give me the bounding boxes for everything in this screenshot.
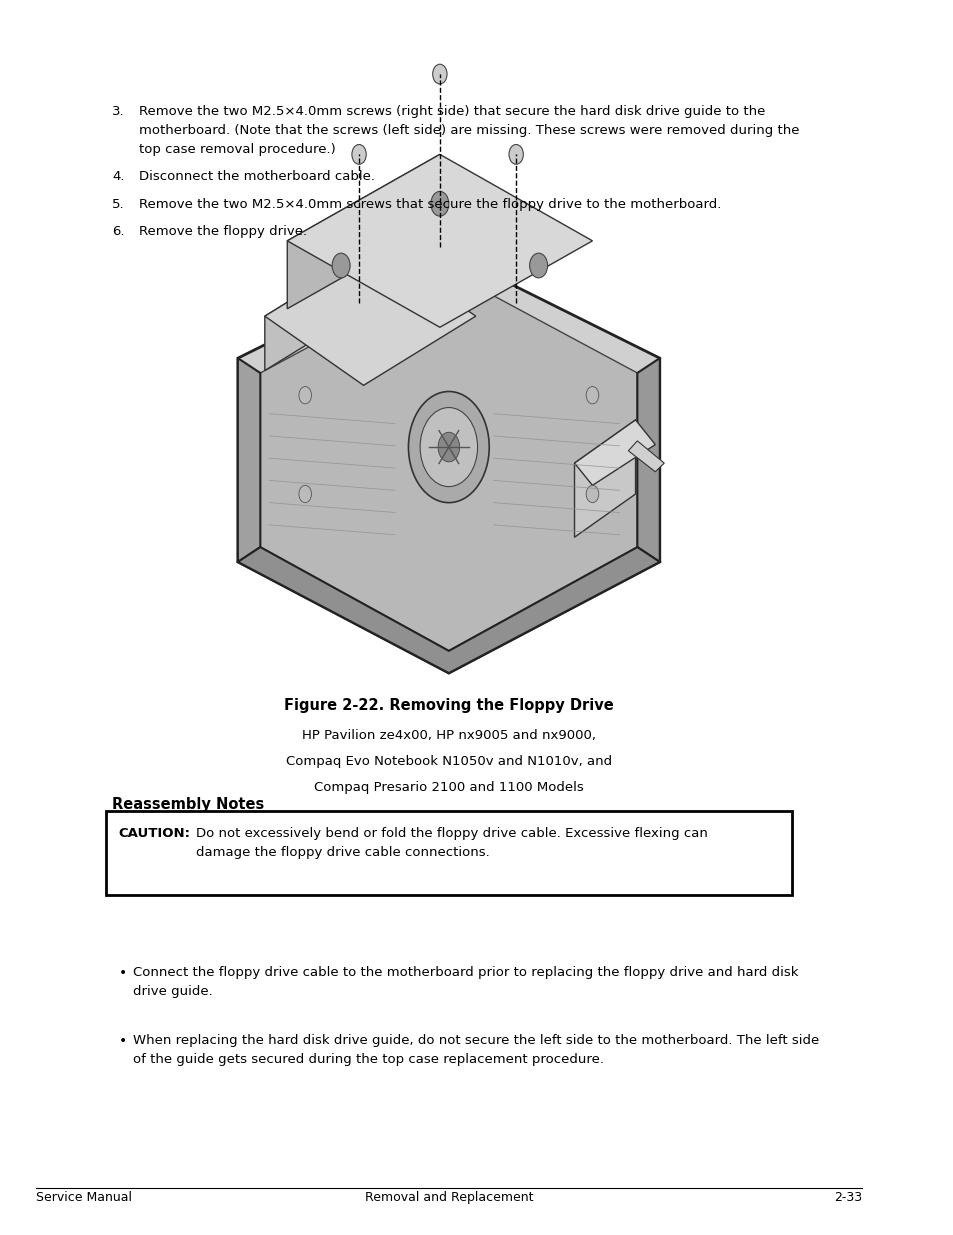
Circle shape [332, 253, 350, 278]
FancyBboxPatch shape [106, 811, 791, 895]
Polygon shape [237, 253, 659, 673]
Text: 4.: 4. [112, 170, 125, 184]
Circle shape [585, 485, 598, 503]
Polygon shape [260, 272, 637, 651]
Text: HP Pavilion ze4x00, HP nx9005 and nx9000,: HP Pavilion ze4x00, HP nx9005 and nx9000… [301, 729, 596, 742]
Text: 5.: 5. [112, 198, 125, 211]
Polygon shape [265, 247, 376, 370]
Text: When replacing the hard disk drive guide, do not secure the left side to the mot: When replacing the hard disk drive guide… [132, 1034, 819, 1066]
Text: Remove the floppy drive.: Remove the floppy drive. [139, 225, 307, 238]
Text: Remove the two M2.5×4.0mm screws (right side) that secure the hard disk drive gu: Remove the two M2.5×4.0mm screws (right … [139, 105, 799, 156]
Polygon shape [574, 420, 655, 485]
Text: CAUTION:: CAUTION: [118, 827, 191, 841]
Text: Connect the floppy drive cable to the motherboard prior to replacing the floppy : Connect the floppy drive cable to the mo… [132, 966, 798, 998]
Polygon shape [237, 358, 260, 562]
Circle shape [352, 144, 366, 164]
Text: Reassembly Notes: Reassembly Notes [112, 797, 264, 811]
Text: Do not excessively bend or fold the floppy drive cable. Excessive flexing can
da: Do not excessively bend or fold the flop… [195, 827, 707, 860]
Circle shape [529, 253, 547, 278]
Circle shape [509, 144, 523, 164]
Polygon shape [287, 154, 592, 327]
Circle shape [298, 387, 312, 404]
Circle shape [431, 191, 448, 216]
Polygon shape [287, 154, 439, 309]
Text: Remove the two M2.5×4.0mm screws that secure the floppy drive to the motherboard: Remove the two M2.5×4.0mm screws that se… [139, 198, 720, 211]
Text: Compaq Presario 2100 and 1100 Models: Compaq Presario 2100 and 1100 Models [314, 781, 583, 794]
Text: •: • [118, 966, 127, 979]
Text: •: • [118, 1034, 127, 1047]
Text: 6.: 6. [112, 225, 125, 238]
Circle shape [437, 432, 459, 462]
Text: Figure 2-22. Removing the Floppy Drive: Figure 2-22. Removing the Floppy Drive [284, 698, 613, 713]
Polygon shape [265, 247, 476, 385]
Polygon shape [628, 441, 663, 472]
Circle shape [433, 64, 447, 84]
Circle shape [585, 387, 598, 404]
Text: 2-33: 2-33 [833, 1191, 861, 1204]
Polygon shape [637, 358, 659, 562]
Text: Service Manual: Service Manual [36, 1191, 132, 1204]
Circle shape [408, 391, 489, 503]
Text: 3.: 3. [112, 105, 125, 119]
Text: Compaq Evo Notebook N1050v and N1010v, and: Compaq Evo Notebook N1050v and N1010v, a… [286, 755, 611, 768]
Text: Removal and Replacement: Removal and Replacement [364, 1191, 533, 1204]
Text: Disconnect the motherboard cable.: Disconnect the motherboard cable. [139, 170, 375, 184]
Polygon shape [574, 420, 635, 537]
Circle shape [298, 485, 312, 503]
Circle shape [419, 408, 477, 487]
Polygon shape [237, 547, 659, 673]
